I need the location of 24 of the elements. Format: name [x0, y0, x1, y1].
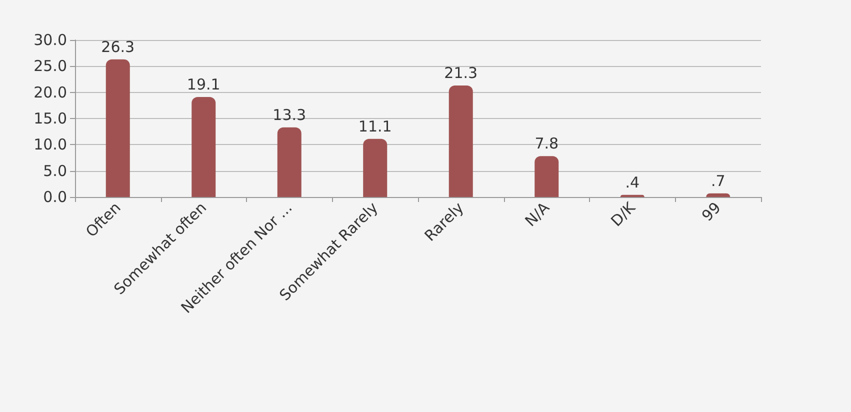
y-tick-label: 25.0 — [34, 57, 67, 76]
x-tick-label: D/K — [607, 198, 640, 230]
y-tick-label: 5.0 — [43, 162, 67, 180]
bar — [192, 97, 216, 197]
bar — [277, 127, 302, 197]
bar — [534, 156, 559, 197]
bar — [363, 138, 388, 197]
y-tick-label: 10.0 — [34, 136, 67, 154]
data-label: 11.1 — [358, 117, 392, 136]
data-label: .4 — [625, 173, 640, 192]
y-tick-label: 15.0 — [34, 110, 67, 128]
bar — [448, 86, 473, 197]
x-tick-label: 99 — [698, 198, 724, 225]
data-label: 7.8 — [534, 134, 559, 153]
data-label: .7 — [710, 172, 726, 190]
x-tick-label: N/A — [522, 198, 554, 230]
data-label: 19.1 — [186, 76, 220, 94]
data-label: 26.3 — [101, 38, 135, 56]
y-tick-label: 20.0 — [34, 83, 67, 102]
y-tick-label: 30.0 — [34, 31, 67, 49]
y-tick-label: 0.0 — [43, 188, 67, 206]
data-label: 21.3 — [444, 64, 478, 82]
bar — [106, 59, 130, 197]
data-label: 13.3 — [272, 106, 306, 124]
